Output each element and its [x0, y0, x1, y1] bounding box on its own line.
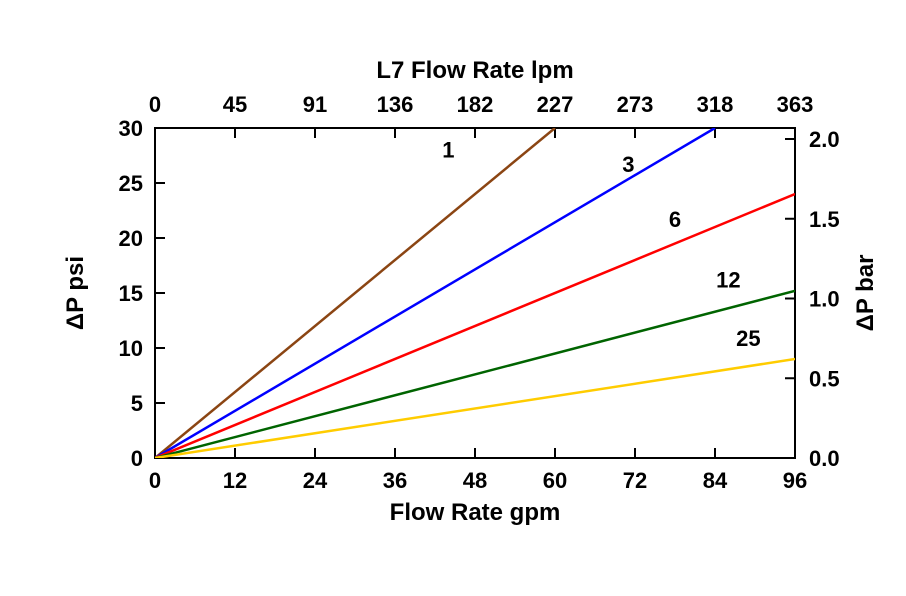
line-chart: 01224364860728496Flow Rate gpm0459113618… — [0, 0, 906, 596]
x-top-tick-label: 227 — [537, 92, 574, 117]
y-right-axis-title: ΔP bar — [852, 255, 879, 332]
x-top-tick-label: 182 — [457, 92, 494, 117]
x-bottom-axis-title: Flow Rate gpm — [390, 499, 561, 526]
y-left-tick-label: 25 — [119, 171, 143, 196]
x-top-tick-label: 91 — [303, 92, 327, 117]
x-bottom-tick-label: 0 — [149, 468, 161, 493]
y-left-tick-label: 5 — [131, 391, 143, 416]
x-top-tick-label: 273 — [617, 92, 654, 117]
x-bottom-tick-label: 96 — [783, 468, 807, 493]
y-left-tick-label: 10 — [119, 336, 143, 361]
x-bottom-tick-label: 72 — [623, 468, 647, 493]
series-label-25: 25 — [736, 326, 760, 351]
y-right-tick-label: 1.0 — [809, 287, 840, 312]
series-label-3: 3 — [622, 152, 634, 177]
x-top-tick-label: 136 — [377, 92, 414, 117]
y-right-tick-label: 2.0 — [809, 127, 840, 152]
x-bottom-tick-label: 24 — [303, 468, 328, 493]
x-bottom-tick-label: 12 — [223, 468, 247, 493]
x-top-tick-label: 318 — [697, 92, 734, 117]
x-top-tick-label: 363 — [777, 92, 814, 117]
series-label-12: 12 — [716, 268, 740, 293]
x-bottom-tick-label: 36 — [383, 468, 407, 493]
y-right-tick-label: 0.0 — [809, 446, 840, 471]
series-label-6: 6 — [669, 207, 681, 232]
y-left-axis-title: ΔP psi — [62, 256, 89, 330]
y-left-tick-label: 20 — [119, 226, 143, 251]
y-right-tick-label: 1.5 — [809, 207, 840, 232]
x-bottom-tick-label: 48 — [463, 468, 487, 493]
y-right-tick-label: 0.5 — [809, 366, 840, 391]
y-left-tick-label: 15 — [119, 281, 143, 306]
x-bottom-tick-label: 60 — [543, 468, 567, 493]
x-top-tick-label: 45 — [223, 92, 247, 117]
x-top-tick-label: 0 — [149, 92, 161, 117]
y-left-tick-label: 30 — [119, 116, 143, 141]
x-bottom-tick-label: 84 — [703, 468, 728, 493]
chart-container: 01224364860728496Flow Rate gpm0459113618… — [0, 0, 906, 596]
series-label-1: 1 — [442, 138, 454, 163]
y-left-tick-label: 0 — [131, 446, 143, 471]
x-top-axis-title: L7 Flow Rate lpm — [376, 57, 573, 84]
